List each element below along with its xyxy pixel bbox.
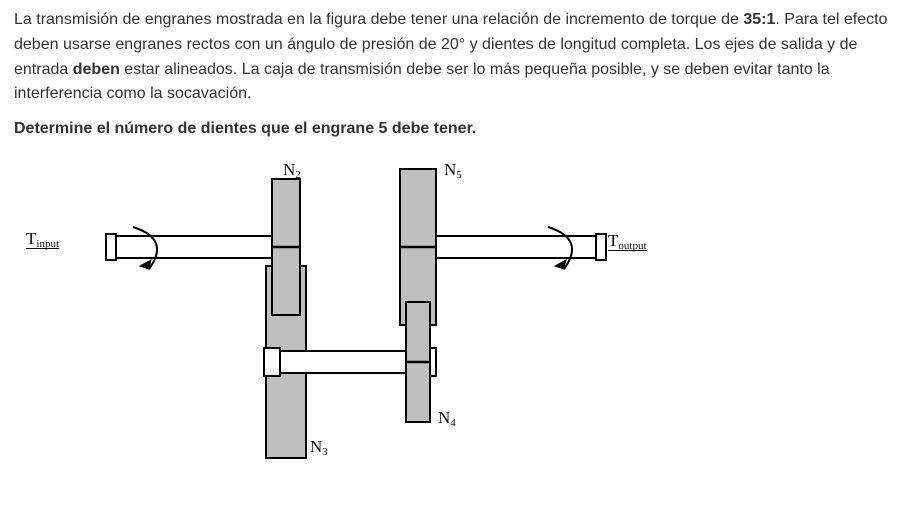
- p1b-ratio: 35:1: [743, 11, 775, 28]
- label-n4: N4: [438, 405, 456, 431]
- p1e: estar alineados. La caja de transmisión …: [14, 61, 830, 103]
- p1d-deben: deben: [73, 61, 120, 78]
- problem-paragraph-1: La transmisión de engranes mostrada en l…: [14, 8, 907, 107]
- label-t-output: Toutput: [608, 232, 647, 251]
- label-n2: N2: [283, 157, 301, 183]
- label-n3: N3: [310, 434, 328, 460]
- label-n5: N5: [444, 157, 462, 183]
- gear-train-figure: N2 N5 N3 N4 Tinput Toutput: [26, 152, 726, 462]
- p1a: La transmisión de engranes mostrada en l…: [14, 11, 743, 28]
- problem-question: Determine el número de dientes que el en…: [14, 117, 907, 142]
- label-t-input: Tinput: [26, 230, 59, 249]
- gear-train-svg: [26, 152, 726, 462]
